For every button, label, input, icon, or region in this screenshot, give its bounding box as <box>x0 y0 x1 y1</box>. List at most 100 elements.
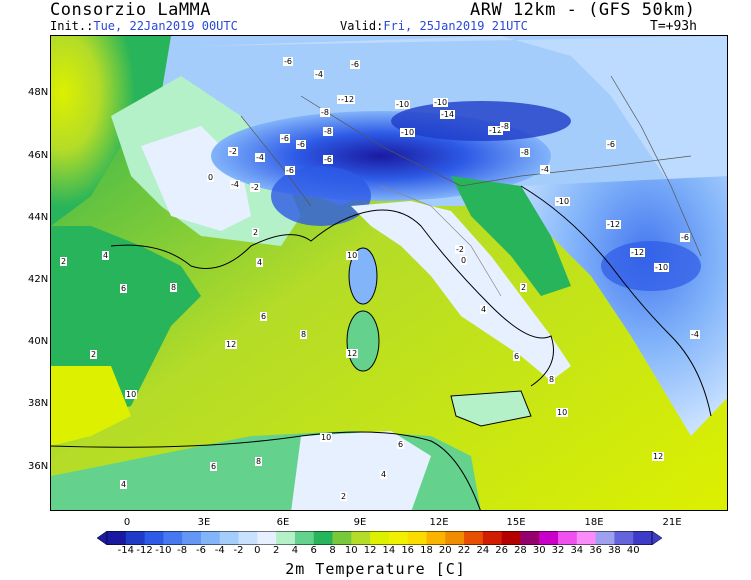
contour-label: -4 <box>314 70 324 79</box>
contour-label: 10 <box>320 433 333 442</box>
contour-label: -10 <box>400 128 416 137</box>
colorbar-tick-label: 6 <box>310 545 317 556</box>
contour-label: -2 <box>455 245 465 254</box>
contour-label: -6 <box>323 155 333 164</box>
contour-label: -2 <box>228 147 238 156</box>
colorbar-tick-label: 20 <box>438 545 452 556</box>
colorbar-swatch <box>388 531 409 545</box>
colorbar-tick-label: 22 <box>457 545 471 556</box>
contour-label: -4 <box>690 330 700 339</box>
colorbar-title: 2m Temperature [C] <box>285 560 466 578</box>
colorbar-swatch <box>614 531 634 545</box>
contour-label: 8 <box>170 283 178 292</box>
lon-label: 6E <box>276 517 290 528</box>
colorbar-swatch <box>445 531 465 545</box>
contour-label: -6 <box>680 233 690 242</box>
colorbar-swatch <box>200 531 221 545</box>
colorbar-tick-label: -14 <box>117 545 134 556</box>
lon-label: 18E <box>584 517 604 528</box>
contour-label: 10 <box>125 390 138 399</box>
colorbar-swatch <box>520 531 540 545</box>
colorbar-swatch <box>125 531 146 545</box>
contour-label: 6 <box>210 462 218 471</box>
forecast-hour: T=+93h <box>650 19 697 34</box>
lat-label: 40N <box>28 336 49 347</box>
contour-label: -12 <box>630 248 646 257</box>
colorbar-tick-label: 8 <box>329 545 336 556</box>
valid-label: Valid: <box>340 19 384 33</box>
colorbar-swatch <box>294 531 315 545</box>
colorbar-swatch <box>313 531 334 545</box>
contour-label: 8 <box>548 375 556 384</box>
colorbar-swatch <box>407 531 427 545</box>
contour-label: -8 <box>520 148 530 157</box>
contour-label: 4 <box>120 480 128 489</box>
colorbar-tick-label: 18 <box>420 545 433 556</box>
colorbar-tick-label: 38 <box>608 545 621 556</box>
colorbar-tick-label: -8 <box>177 545 188 556</box>
contour-label: 8 <box>300 330 308 339</box>
init-label: Init.: <box>50 19 94 33</box>
colorbar-tick-label: 40 <box>626 545 640 556</box>
contour-label: 12 <box>346 349 359 358</box>
colorbar-tick-label: -6 <box>195 545 206 556</box>
contour-label: 2 <box>90 350 98 359</box>
contour-label: -6 <box>296 140 306 149</box>
init-time: Init.:Tue, 22Jan2019 00UTC <box>50 19 238 33</box>
colorbar-tick-label: 10 <box>344 545 358 556</box>
colorbar-swatch <box>558 531 578 545</box>
lon-label: 9E <box>353 517 367 528</box>
colorbar-tick-label: -4 <box>214 545 225 556</box>
contour-label: -12 <box>606 220 622 229</box>
colorbar-tick-label: 28 <box>514 545 527 556</box>
colorbar-swatch <box>163 531 183 545</box>
lat-label: 42N <box>28 274 49 285</box>
contour-label: 0 <box>207 173 215 182</box>
map-field <box>51 36 727 510</box>
colorbar-tick-label: 12 <box>363 545 377 556</box>
colorbar-swatch <box>370 531 390 545</box>
colorbar-swatch <box>539 531 559 545</box>
contour-label: 2 <box>520 283 528 292</box>
contour-label: -4 <box>255 153 265 162</box>
colorbar-swatch <box>144 531 164 545</box>
contour-label: 8 <box>255 457 263 466</box>
temperature-map <box>50 35 728 511</box>
colorbar-swatch <box>426 531 446 545</box>
contour-label: 2 <box>340 492 348 501</box>
lat-label: 46N <box>28 150 49 161</box>
contour-label: 4 <box>256 258 264 267</box>
colorbar-arrow-right <box>651 531 662 545</box>
contour-label: 4 <box>102 251 110 260</box>
contour-label: 6 <box>397 440 405 449</box>
contour-label: -14 <box>440 110 456 119</box>
contour-label: -4 <box>540 165 550 174</box>
colorbar-tick-label: 2 <box>272 545 280 556</box>
colorbar-tick-label: -12 <box>136 545 153 556</box>
lat-label: 48N <box>28 87 49 98</box>
contour-label: -2 <box>250 183 260 192</box>
colorbar-tick-label: 30 <box>532 545 546 556</box>
contour-label: 12 <box>225 340 238 349</box>
contour-label: 6 <box>120 284 128 293</box>
lat-label: 44N <box>28 212 49 223</box>
contour-label: -8 <box>323 127 333 136</box>
colorbar-swatch <box>332 531 352 545</box>
colorbar-tick-label: 16 <box>401 545 415 556</box>
colorbar-swatch <box>238 531 258 545</box>
colorbar-swatch <box>276 531 296 545</box>
contour-label: -8 <box>320 108 330 117</box>
colorbar-swatch <box>351 531 371 545</box>
colorbar-swatch <box>633 531 653 545</box>
contour-label: -10 <box>654 263 670 272</box>
contour-label: 12 <box>652 452 665 461</box>
colorbar-swatch <box>595 531 615 545</box>
valid-value: Fri, 25Jan2019 21UTC <box>383 19 528 33</box>
colorbar-tick-label: 0 <box>254 545 261 556</box>
contour-label: 6 <box>260 312 268 321</box>
valid-time: Valid:Fri, 25Jan2019 21UTC <box>340 19 528 33</box>
contour-label: 2 <box>252 228 260 237</box>
colorbar-tick-label: 4 <box>291 545 299 556</box>
contour-label: -6 <box>280 134 290 143</box>
init-value: Tue, 22Jan2019 00UTC <box>93 19 238 33</box>
